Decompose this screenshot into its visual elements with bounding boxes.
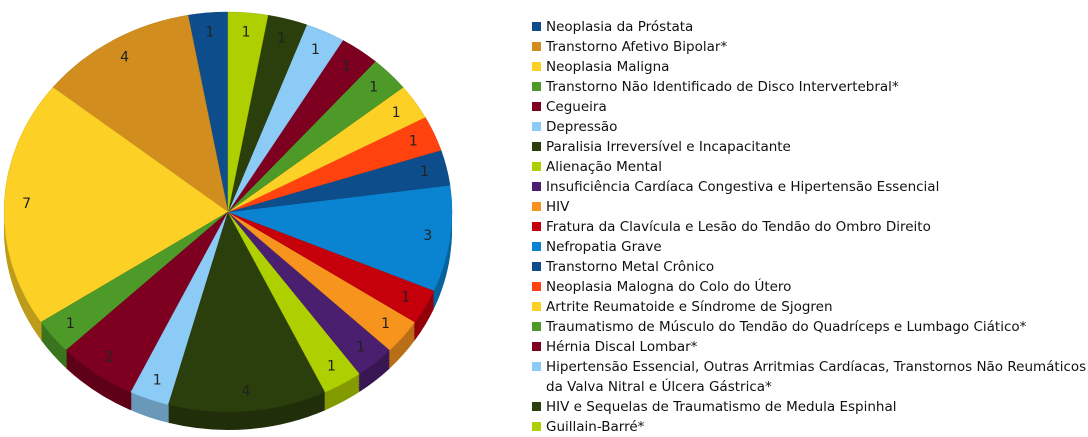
legend-label: Transtorno Metal Crônico [546, 259, 715, 275]
legend-item: HIV e Sequelas de Traumatismo de Medula … [532, 397, 1088, 417]
legend-item: Transtorno Não Identificado de Disco Int… [532, 77, 1088, 97]
legend-label: Traumatismo de Músculo do Tendão do Quad… [546, 319, 1027, 335]
data-label: 1 [66, 316, 75, 332]
slice [227, 11, 269, 213]
legend-item: Paralisia Irreversível e Incapacitante [532, 137, 1088, 157]
slice [52, 14, 229, 213]
data-label: 1 [356, 340, 365, 356]
legend-swatch [532, 302, 541, 311]
legend-item: Artrite Reumatoide e Síndrome de Sjogren [532, 297, 1088, 317]
data-label: 1 [311, 42, 320, 58]
data-label: 4 [120, 49, 129, 65]
legend-label: Neoplasia Maligna [546, 59, 670, 75]
legend-swatch [532, 342, 541, 351]
legend-label: HIV e Sequelas de Traumatismo de Medula … [546, 399, 897, 415]
legend-label: Fratura da Clavícula e Lesão do Tendão d… [546, 219, 931, 235]
data-label: 7 [22, 196, 31, 212]
legend-item: Insuficiência Cardíaca Congestiva e Hipe… [532, 177, 1088, 197]
data-label: 1 [369, 80, 378, 96]
legend-item: Cegueira [532, 97, 1088, 117]
legend-item: Neoplasia da Próstata [532, 17, 1088, 37]
legend-swatch [532, 402, 541, 411]
data-label: 1 [401, 289, 410, 305]
legend-item: Hipertensão Essencial, Outras Arritmias … [532, 357, 1088, 397]
data-label: 4 [242, 383, 251, 399]
legend-swatch [532, 362, 541, 371]
legend-swatch [532, 242, 541, 251]
legend-item: Transtorno Afetivo Bipolar* [532, 37, 1088, 57]
data-label: 1 [277, 30, 286, 46]
legend-label: Guillain-Barré* [546, 419, 645, 435]
legend-swatch [532, 282, 541, 291]
legend-item: Depressão [532, 117, 1088, 137]
data-label: 1 [392, 105, 401, 121]
data-label: 2 [105, 350, 114, 366]
legend-swatch [532, 202, 541, 211]
legend-item: Alienação Mental [532, 157, 1088, 177]
legend-swatch [532, 22, 541, 31]
legend-label: Transtorno Afetivo Bipolar* [546, 39, 728, 55]
legend: Neoplasia da Próstata Transtorno Afetivo … [532, 17, 1088, 437]
legend-label: Transtorno Não Identificado de Disco Int… [546, 79, 899, 95]
legend-label: Cegueira [546, 99, 607, 115]
legend-swatch [532, 142, 541, 151]
legend-swatch [532, 102, 541, 111]
legend-swatch [532, 42, 541, 51]
legend-item: Hérnia Discal Lombar* [532, 337, 1088, 357]
data-label: 1 [327, 359, 336, 375]
data-label: 3 [423, 228, 432, 244]
legend-label: Paralisia Irreversível e Incapacitante [546, 139, 791, 155]
slice [227, 184, 453, 291]
slice [168, 211, 326, 413]
data-label: 1 [381, 316, 390, 332]
data-label: 1 [409, 133, 418, 149]
legend-label: Depressão [546, 119, 618, 135]
slice [3, 86, 229, 323]
data-label: 1 [420, 164, 429, 180]
legend-swatch [532, 62, 541, 71]
legend-label: Insuficiência Cardíaca Congestiva e Hipe… [546, 179, 940, 195]
legend-label: Artrite Reumatoide e Síndrome de Sjogren [546, 299, 833, 315]
legend-swatch [532, 82, 541, 91]
legend-item: Traumatismo de Músculo do Tendão do Quad… [532, 317, 1088, 337]
legend-item: Nefropatia Grave [532, 237, 1088, 257]
legend-label: Alienação Mental [546, 159, 662, 175]
legend-item: HIV [532, 197, 1088, 217]
data-label: 1 [342, 58, 351, 74]
legend-item: Neoplasia Maligna [532, 57, 1088, 77]
legend-label: Neoplasia da Próstata [546, 19, 694, 35]
legend-swatch [532, 322, 541, 331]
legend-label: Hérnia Discal Lombar* [546, 339, 698, 355]
legend-swatch [532, 422, 541, 431]
legend-item: Guillain-Barré* [532, 417, 1088, 437]
legend-swatch [532, 222, 541, 231]
legend-item: Fratura da Clavícula e Lesão do Tendão d… [532, 217, 1088, 237]
legend-swatch [532, 262, 541, 271]
legend-item: Neoplasia Malogna do Colo do Útero [532, 277, 1088, 297]
legend-label: Nefropatia Grave [546, 239, 662, 255]
legend-swatch [532, 162, 541, 171]
data-label: 1 [153, 373, 162, 389]
legend-swatch [532, 182, 541, 191]
data-label: 1 [242, 25, 251, 41]
legend-label: HIV [546, 199, 570, 215]
legend-item: Transtorno Metal Crônico [532, 257, 1088, 277]
data-label: 1 [205, 25, 214, 41]
legend-label: Neoplasia Malogna do Colo do Útero [546, 279, 792, 295]
legend-swatch [532, 122, 541, 131]
legend-label: Hipertensão Essencial, Outras Arritmias … [546, 359, 1087, 395]
